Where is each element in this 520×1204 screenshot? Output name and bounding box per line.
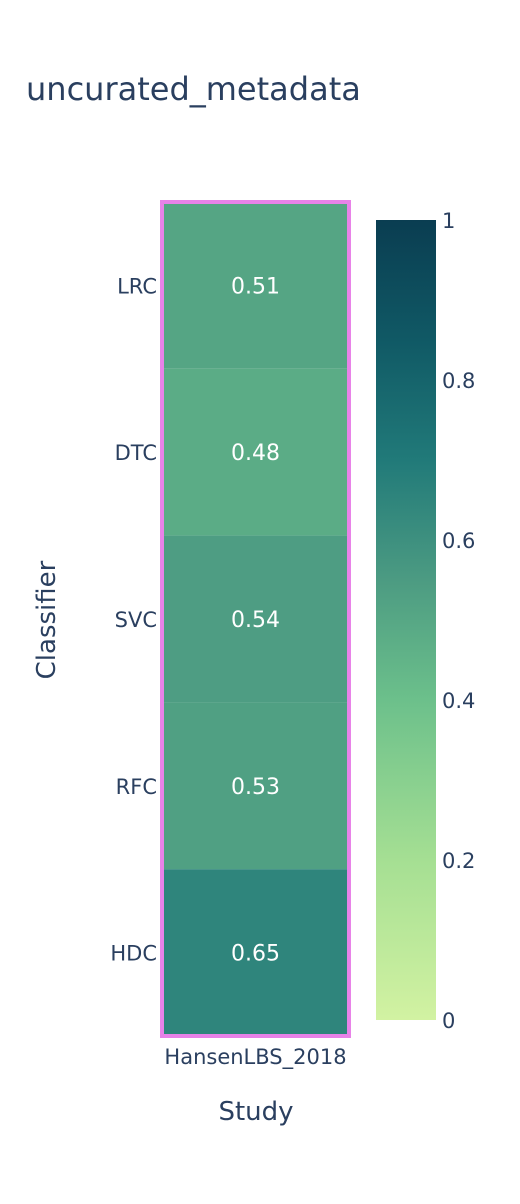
colorbar-tick-label-5: 1	[442, 209, 455, 233]
colorbar-tick-labels: 0 0.2 0.4 0.6 0.8 1	[442, 209, 475, 1033]
cell-value-label-rfc: 0.53	[231, 775, 280, 800]
cell-value-label-lrc: 0.51	[231, 274, 280, 299]
colorbar-tick-label-3: 0.6	[442, 529, 475, 553]
x-axis-title: Study	[218, 1097, 293, 1127]
y-tick-label-svc: SVC	[115, 608, 157, 632]
heatmap-cell-lrc	[164, 202, 347, 369]
colorbar-tick-label-4: 0.8	[442, 369, 475, 393]
y-tick-labels: LRC DTC SVC RFC HDC	[110, 274, 157, 965]
heatmap-cell-dtc	[164, 368, 347, 536]
y-tick-label-hdc: HDC	[110, 942, 157, 966]
heatmap-cell-svc	[164, 535, 347, 703]
colorbar-tick-label-1: 0.2	[442, 849, 475, 873]
cell-value-label-svc: 0.54	[231, 608, 280, 633]
y-tick-label-lrc: LRC	[117, 274, 157, 298]
chart-title: uncurated_metadata	[26, 70, 361, 108]
y-tick-label-rfc: RFC	[116, 775, 157, 799]
heatmap-cell-rfc	[164, 702, 347, 870]
colorbar-tick-label-0: 0	[442, 1009, 455, 1033]
x-tick-label-0: HansenLBS_2018	[164, 1045, 346, 1070]
x-tick-labels: HansenLBS_2018	[164, 1045, 346, 1070]
cell-value-label-dtc: 0.48	[231, 441, 280, 466]
y-tick-label-dtc: DTC	[115, 441, 157, 465]
heatmap-cell-hdc	[164, 869, 347, 1036]
heatmap-cells: 0.51 0.48 0.54 0.53 0.65	[164, 202, 347, 1036]
colorbar	[376, 220, 436, 1020]
colorbar-tick-label-2: 0.4	[442, 689, 475, 713]
cell-value-label-hdc: 0.65	[231, 942, 280, 967]
highlight-border	[160, 200, 351, 1038]
y-axis-title: Classifier	[32, 560, 62, 679]
